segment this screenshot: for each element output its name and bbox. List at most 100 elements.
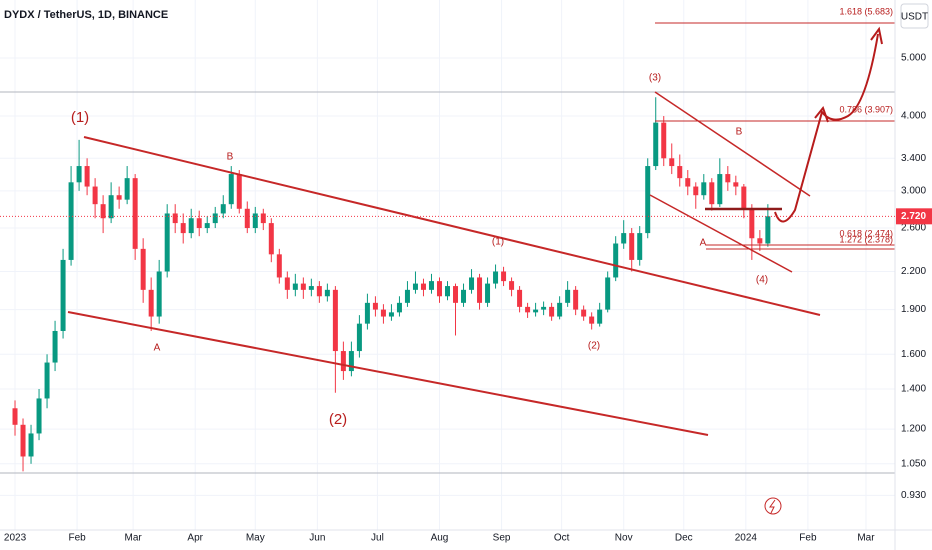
- grid: [0, 0, 895, 530]
- candle-body: [525, 306, 531, 313]
- candle-body: [733, 182, 739, 187]
- candle-body: [260, 213, 266, 224]
- wave-label: (4): [756, 275, 768, 286]
- candle-body: [445, 286, 450, 297]
- candle-body: [436, 281, 442, 297]
- last-price-box: [896, 208, 932, 225]
- x-tick-label: Mar: [857, 533, 875, 544]
- wave-label: (2): [329, 411, 347, 428]
- candle-body: [541, 306, 547, 310]
- candle-body: [637, 233, 643, 260]
- y-tick-label: 1.600: [901, 349, 926, 360]
- y-tick-label: 1.400: [901, 384, 926, 395]
- candle-body: [693, 186, 699, 196]
- trendlines: [67, 91, 821, 436]
- candle-body: [364, 302, 370, 324]
- candle-body: [116, 195, 122, 200]
- candle-body: [148, 289, 154, 317]
- trendline: [67, 311, 709, 436]
- candle-body: [653, 122, 659, 167]
- candle-body: [685, 178, 691, 187]
- x-tick-label: Sep: [493, 533, 511, 544]
- currency-box[interactable]: [900, 3, 929, 29]
- candle-body: [124, 178, 130, 200]
- y-tick-label: 2.600: [901, 223, 926, 234]
- candle-body: [517, 289, 523, 307]
- candle-body: [300, 283, 306, 290]
- candle-body: [404, 289, 410, 303]
- x-tick-label: Feb: [68, 533, 86, 544]
- candle-body: [60, 259, 66, 331]
- candle-body: [244, 208, 250, 229]
- candle-body: [332, 289, 338, 352]
- candle-body: [372, 302, 378, 310]
- y-tick-label: 3.400: [901, 153, 926, 164]
- candle-body: [132, 178, 138, 249]
- wave-label: (1): [71, 109, 89, 126]
- candle-body: [340, 351, 346, 372]
- x-tick-label: Nov: [615, 533, 633, 544]
- candle-body: [36, 398, 42, 434]
- annotations: (1) B A (2) (1) (2) (3) B A (4) 1.618 (5.683) 0.786…: [71, 6, 893, 428]
- candle-body: [164, 213, 170, 272]
- candle-body: [493, 271, 499, 284]
- x-tick-label: May: [246, 533, 265, 544]
- fib-label: 1.618 (5.683): [839, 6, 893, 16]
- candle-body: [52, 330, 58, 363]
- fib-lines: [655, 22, 895, 250]
- candle-body: [605, 277, 611, 310]
- candle-body: [324, 289, 330, 297]
- x-tick-label: Aug: [431, 533, 449, 544]
- y-tick-label: 3.000: [901, 185, 926, 196]
- candle-body: [485, 283, 491, 303]
- candle-body: [613, 243, 619, 278]
- candle-body: [701, 182, 707, 196]
- last-price-label: 2.720: [901, 211, 926, 222]
- candle-body: [428, 281, 434, 290]
- candle-body: [108, 195, 114, 219]
- candle-body: [757, 238, 763, 244]
- candle-body: [140, 248, 146, 290]
- candle-body: [629, 233, 635, 260]
- candle-body: [172, 213, 178, 224]
- wave-label: A: [154, 343, 161, 354]
- candle-body: [645, 166, 651, 234]
- candle-body: [765, 216, 771, 244]
- candle-body: [461, 289, 467, 303]
- x-tick-label: Dec: [675, 533, 693, 544]
- arrow-head: [814, 26, 883, 123]
- candle-body: [597, 309, 603, 324]
- candle-body: [549, 306, 555, 317]
- candle-body: [573, 289, 579, 310]
- currency-label[interactable]: USDT: [901, 12, 928, 23]
- candle-body: [12, 408, 18, 425]
- forecast-arrow: [774, 33, 879, 223]
- y-tick-label: 0.930: [901, 490, 926, 501]
- candle-body: [20, 424, 26, 457]
- x-tick-label: 2024: [735, 533, 758, 544]
- candles: [12, 97, 771, 472]
- wave-label: A: [700, 238, 707, 249]
- trendline: [83, 136, 821, 316]
- price-axis: [895, 0, 932, 550]
- alert-icon[interactable]: [764, 497, 782, 515]
- candle-body: [308, 286, 314, 290]
- candle-body: [276, 254, 282, 278]
- candle-body: [565, 289, 571, 303]
- chart-title: DYDX / TetherUS, 1D, BINANCE: [4, 9, 168, 21]
- wave-label: B: [227, 152, 234, 163]
- candle-body: [477, 277, 483, 303]
- wave-label: (1): [492, 237, 504, 248]
- candle-body: [220, 204, 226, 214]
- candle-body: [316, 286, 322, 297]
- candle-body: [509, 281, 515, 290]
- candle-body: [156, 271, 162, 317]
- fib-label: 0.786 (3.907): [839, 104, 893, 114]
- y-tick-label: 1.050: [901, 458, 926, 469]
- wave-label: (2): [588, 341, 600, 352]
- candle-body: [380, 309, 386, 317]
- candle-body: [44, 362, 50, 399]
- candle-body: [725, 174, 731, 183]
